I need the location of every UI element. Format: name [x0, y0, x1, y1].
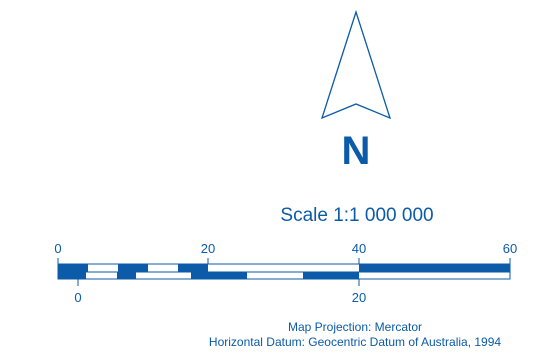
scale-segment — [118, 264, 148, 272]
scale-bar-bottom-row — [57, 271, 511, 280]
scale-bottom-ticks: 0 20 — [74, 290, 366, 305]
scale-segment — [78, 272, 86, 279]
projection-line: Map Projection: Mercator — [288, 320, 422, 334]
scale-segment — [58, 272, 78, 279]
top-tick-label: 20 — [201, 241, 215, 256]
scale-segment — [117, 272, 136, 279]
north-label: N — [342, 129, 371, 173]
north-arrow: N — [320, 9, 392, 173]
scale-bar — [57, 258, 511, 286]
top-tick-label: 40 — [352, 241, 366, 256]
scale-top-ticks: 0 20 40 60 — [54, 241, 517, 256]
top-tick-label: 0 — [54, 241, 61, 256]
scale-bar-top-row — [57, 263, 511, 273]
north-arrow-icon — [320, 9, 392, 120]
scale-segment — [178, 264, 208, 272]
scale-segment — [58, 264, 88, 272]
scale-title: Scale 1:1 000 000 — [280, 205, 433, 226]
scale-segment — [303, 272, 359, 279]
scale-segment — [359, 264, 510, 272]
top-tick-label: 60 — [503, 241, 517, 256]
scale-segment — [191, 272, 247, 279]
projection-info: Map Projection: Mercator Horizontal Datu… — [209, 320, 501, 349]
bottom-tick-label: 0 — [74, 290, 81, 305]
datum-line: Horizontal Datum: Geocentric Datum of Au… — [209, 335, 501, 349]
bottom-tick-label: 20 — [352, 290, 366, 305]
